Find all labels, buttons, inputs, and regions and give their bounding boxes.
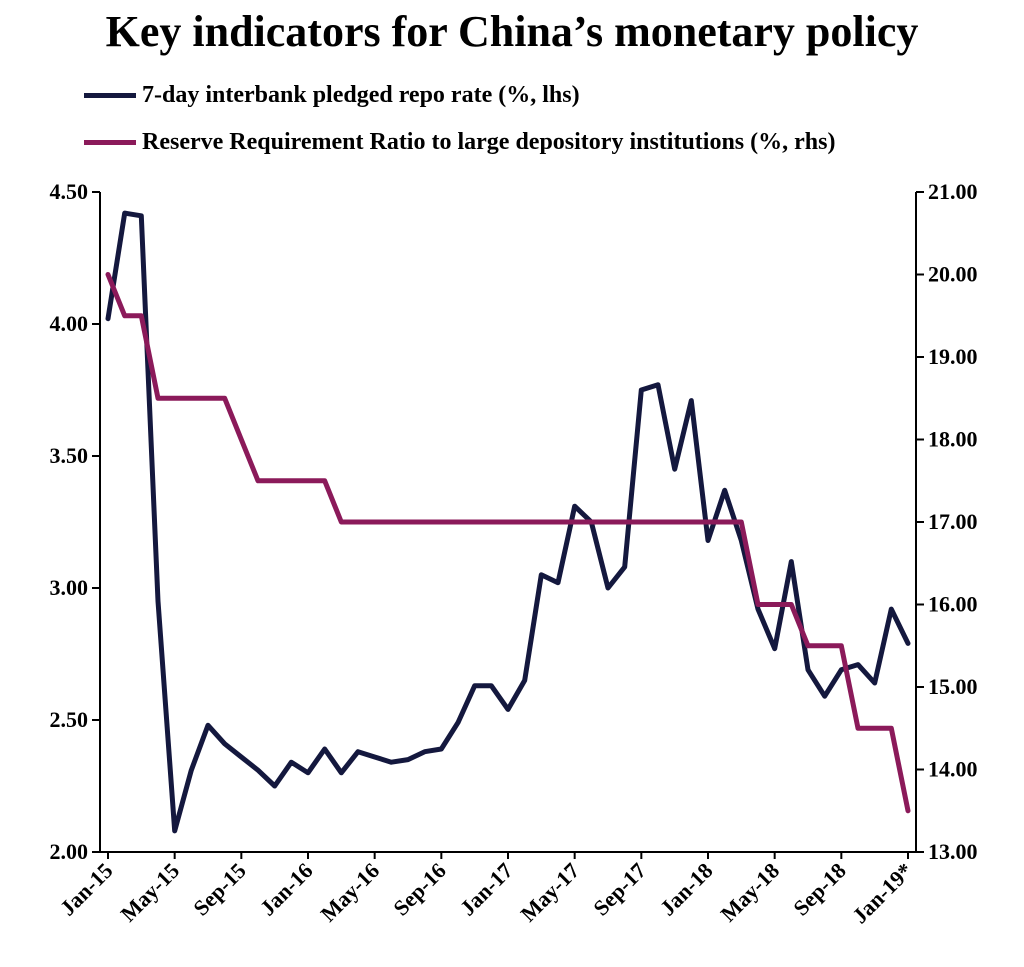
x-tick-label: Jan-19* <box>847 858 917 928</box>
x-tick-label: Jan-16 <box>255 858 318 921</box>
legend-swatch-repo-rate <box>84 92 136 98</box>
x-tick-label: Jan-18 <box>655 858 718 921</box>
x-tick-label: Sep-17 <box>588 858 651 921</box>
y-right-tick-label: 18.00 <box>928 427 978 452</box>
y-left-tick-label: 2.00 <box>50 839 89 864</box>
x-tick-label: May-16 <box>316 858 385 927</box>
y-left-tick-label: 4.00 <box>50 311 89 336</box>
chart-title: Key indicators for China’s monetary poli… <box>105 7 919 56</box>
x-tick-label: Jan-17 <box>455 858 518 921</box>
legend-item-rrr: Reserve Requirement Ratio to large depos… <box>84 127 835 157</box>
y-left-tick-label: 4.50 <box>50 179 89 204</box>
x-tick-label: Jan-15 <box>55 858 118 921</box>
y-right-tick-label: 19.00 <box>928 344 978 369</box>
series-line-rrr <box>105 272 911 814</box>
y-right-tick-label: 16.00 <box>928 592 978 617</box>
legend-label-rrr: Reserve Requirement Ratio to large depos… <box>142 128 836 155</box>
x-tick-label: Sep-15 <box>188 858 251 921</box>
series-line-repo-rate <box>105 210 911 834</box>
y-right-tick-label: 17.00 <box>928 509 978 534</box>
legend-swatch-rrr <box>84 139 136 145</box>
x-tick-label: Sep-18 <box>788 858 851 921</box>
x-tick-label: May-18 <box>716 858 785 927</box>
x-tick-label: May-15 <box>116 858 185 927</box>
y-right-tick-label: 21.00 <box>928 179 978 204</box>
y-right-tick-label: 13.00 <box>928 839 978 864</box>
legend-item-repo-rate: 7-day interbank pledged repo rate (%, lh… <box>84 80 580 110</box>
y-right-tick-label: 15.00 <box>928 674 978 699</box>
x-tick-label: Sep-16 <box>388 858 451 921</box>
y-right-tick-label: 14.00 <box>928 757 978 782</box>
x-tick-label: May-17 <box>516 858 585 927</box>
legend-label-repo-rate: 7-day interbank pledged repo rate (%, lh… <box>142 81 580 108</box>
y-left-tick-label: 2.50 <box>50 707 89 732</box>
y-left-tick-label: 3.50 <box>50 443 89 468</box>
y-right-tick-label: 20.00 <box>928 262 978 287</box>
y-left-tick-label: 3.00 <box>50 575 89 600</box>
